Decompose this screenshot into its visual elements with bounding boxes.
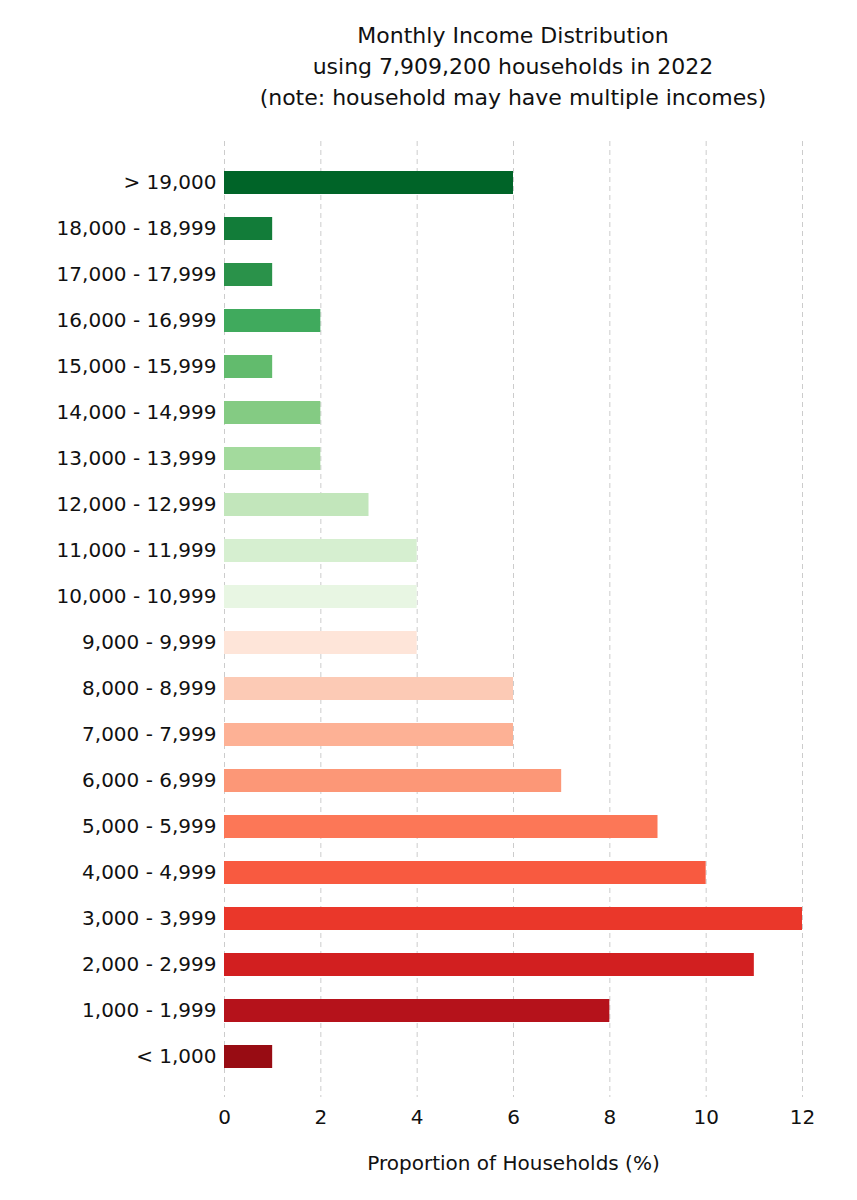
svg-text:2: 2 (314, 1105, 327, 1129)
svg-text:0: 0 (218, 1105, 231, 1129)
svg-text:10: 10 (693, 1105, 718, 1129)
svg-text:12: 12 (790, 1105, 815, 1129)
svg-text:6: 6 (507, 1105, 520, 1129)
svg-text:10,000 - 10,999: 10,000 - 10,999 (57, 584, 217, 608)
svg-text:4: 4 (411, 1105, 424, 1129)
svg-text:11,000 - 11,999: 11,000 - 11,999 (57, 538, 217, 562)
svg-text:15,000 - 15,999: 15,000 - 15,999 (57, 354, 217, 378)
svg-text:9,000 - 9,999: 9,000 - 9,999 (82, 630, 216, 654)
svg-text:18,000 - 18,999: 18,000 - 18,999 (57, 216, 217, 240)
svg-text:2,000 - 2,999: 2,000 - 2,999 (82, 952, 216, 976)
svg-text:3,000 - 3,999: 3,000 - 3,999 (82, 906, 216, 930)
svg-text:5,000 - 5,999: 5,000 - 5,999 (82, 814, 216, 838)
html-text:Monthly Income Distribution: Monthly Income Distribution (357, 23, 669, 48)
svg-text:8: 8 (603, 1105, 616, 1129)
svg-text:< 1,000: < 1,000 (136, 1044, 216, 1068)
svg-text:6,000 - 6,999: 6,000 - 6,999 (82, 768, 216, 792)
svg-text:13,000 - 13,999: 13,000 - 13,999 (57, 446, 217, 470)
svg-text:Proportion of Households (%): Proportion of Households (%) (367, 1151, 659, 1175)
html-text:using 7,909,200 households in: using 7,909,200 households in 2022 (312, 54, 714, 79)
svg-text:4,000 - 4,999: 4,000 - 4,999 (82, 860, 216, 884)
svg-text:7,000 - 7,999: 7,000 - 7,999 (82, 722, 216, 746)
svg-text:16,000 - 16,999: 16,000 - 16,999 (57, 308, 217, 332)
svg-text:1,000 - 1,999: 1,000 - 1,999 (82, 998, 216, 1022)
svg-text:> 19,000: > 19,000 (123, 170, 216, 194)
svg-text:8,000 - 8,999: 8,000 - 8,999 (82, 676, 216, 700)
svg-text:17,000 - 17,999: 17,000 - 17,999 (57, 262, 217, 286)
svg-text:12,000 - 12,999: 12,000 - 12,999 (57, 492, 217, 516)
svg-text:14,000 - 14,999: 14,000 - 14,999 (57, 400, 217, 424)
html-text:(note: household may have mult: (note: household may have multiple incom… (259, 85, 767, 110)
